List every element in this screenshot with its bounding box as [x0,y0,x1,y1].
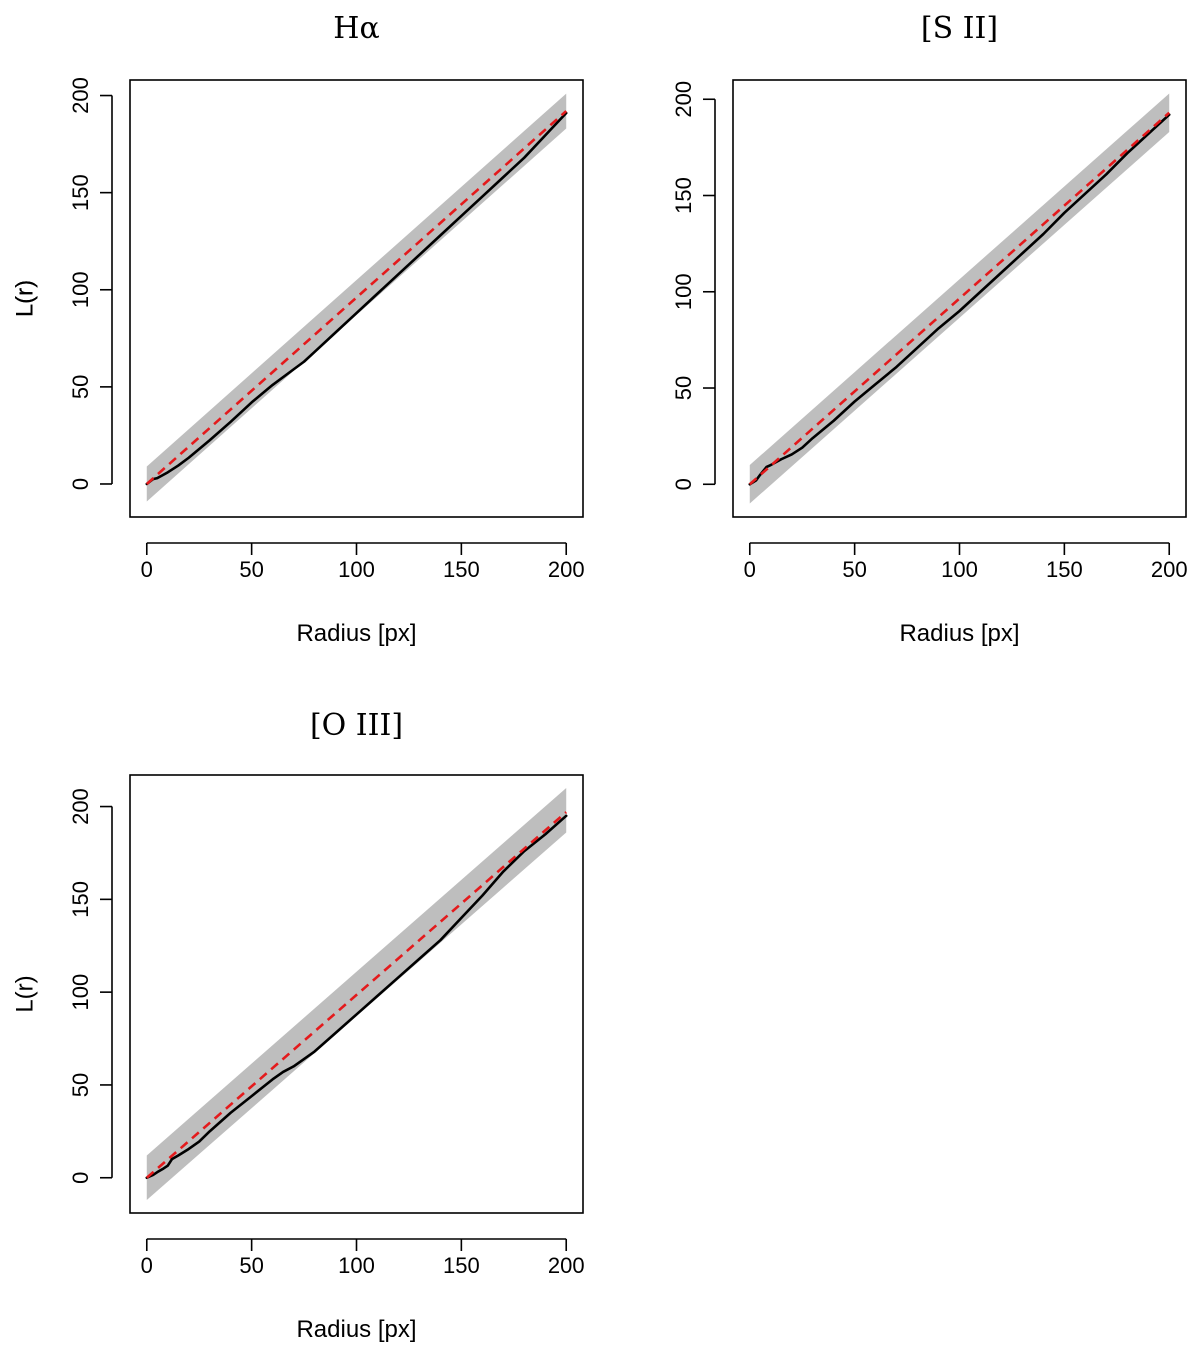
y-tick-label: 50 [671,376,696,400]
plot-frame [129,774,584,1214]
y-axis-label: L(r) [11,280,38,317]
theoretical-line [145,110,568,485]
y-tick-label: 0 [671,478,696,490]
panel-title: [S II] [921,11,998,46]
envelope-band [146,93,567,502]
y-tick-label: 200 [68,788,93,825]
x-tick-label: 100 [338,1253,375,1278]
y-tick-label: 100 [671,273,696,310]
plot-frame [129,79,584,518]
x-tick-label: 150 [443,557,480,582]
y-axis-label: L(r) [11,975,38,1012]
chart-panel-2: [O III] 0 50 100 150 200 Radius [px] 0 50 100 150 2… [11,708,584,1343]
y-tick-label: 150 [68,881,93,918]
x-tick-label: 100 [941,557,978,582]
x-tick-label: 0 [744,557,756,582]
x-tick-label: 150 [1046,557,1083,582]
y-tick-label: 150 [68,174,93,211]
plot-frame [732,79,1187,518]
x-axis-label: Radius [px] [296,620,416,647]
x-tick-label: 50 [239,557,263,582]
observed-line [145,111,568,486]
y-tick-label: 200 [68,77,93,114]
panel-title: Hα [333,11,379,46]
x-axis-label: Radius [px] [899,620,1019,647]
panel-title: [O III] [310,708,403,743]
y-tick-label: 100 [68,974,93,1011]
y-tick-label: 150 [671,177,696,214]
x-tick-label: 50 [842,557,866,582]
x-tick-label: 50 [239,1253,263,1278]
x-tick-label: 0 [141,1253,153,1278]
theoretical-line [145,811,568,1179]
y-tick-label: 50 [68,375,93,399]
y-tick-label: 0 [68,1172,93,1184]
y-axis-label: L(r) [11,280,38,317]
x-tick-label: 150 [443,1253,480,1278]
x-tick-label: 200 [548,1253,585,1278]
x-tick-label: 100 [338,557,375,582]
chart-panel-0: Hα 0 50 100 150 200 Radius [px] 0 50 100 150 200 L(r… [11,11,584,647]
y-tick-label: 200 [671,81,696,118]
theoretical-line [748,111,1171,486]
envelope-band [749,93,1170,504]
observed-line [145,814,568,1180]
x-tick-label: 0 [141,557,153,582]
x-tick-label: 200 [1151,557,1188,582]
y-tick-label: 100 [68,271,93,308]
x-tick-label: 200 [548,557,585,582]
y-tick-label: 50 [68,1073,93,1097]
y-tick-label: 0 [68,478,93,490]
x-axis-label: Radius [px] [296,1316,416,1343]
chart-panel-1: [S II] 0 50 100 150 200 Radius [px] 0 50 100 150 20… [11,11,1187,647]
